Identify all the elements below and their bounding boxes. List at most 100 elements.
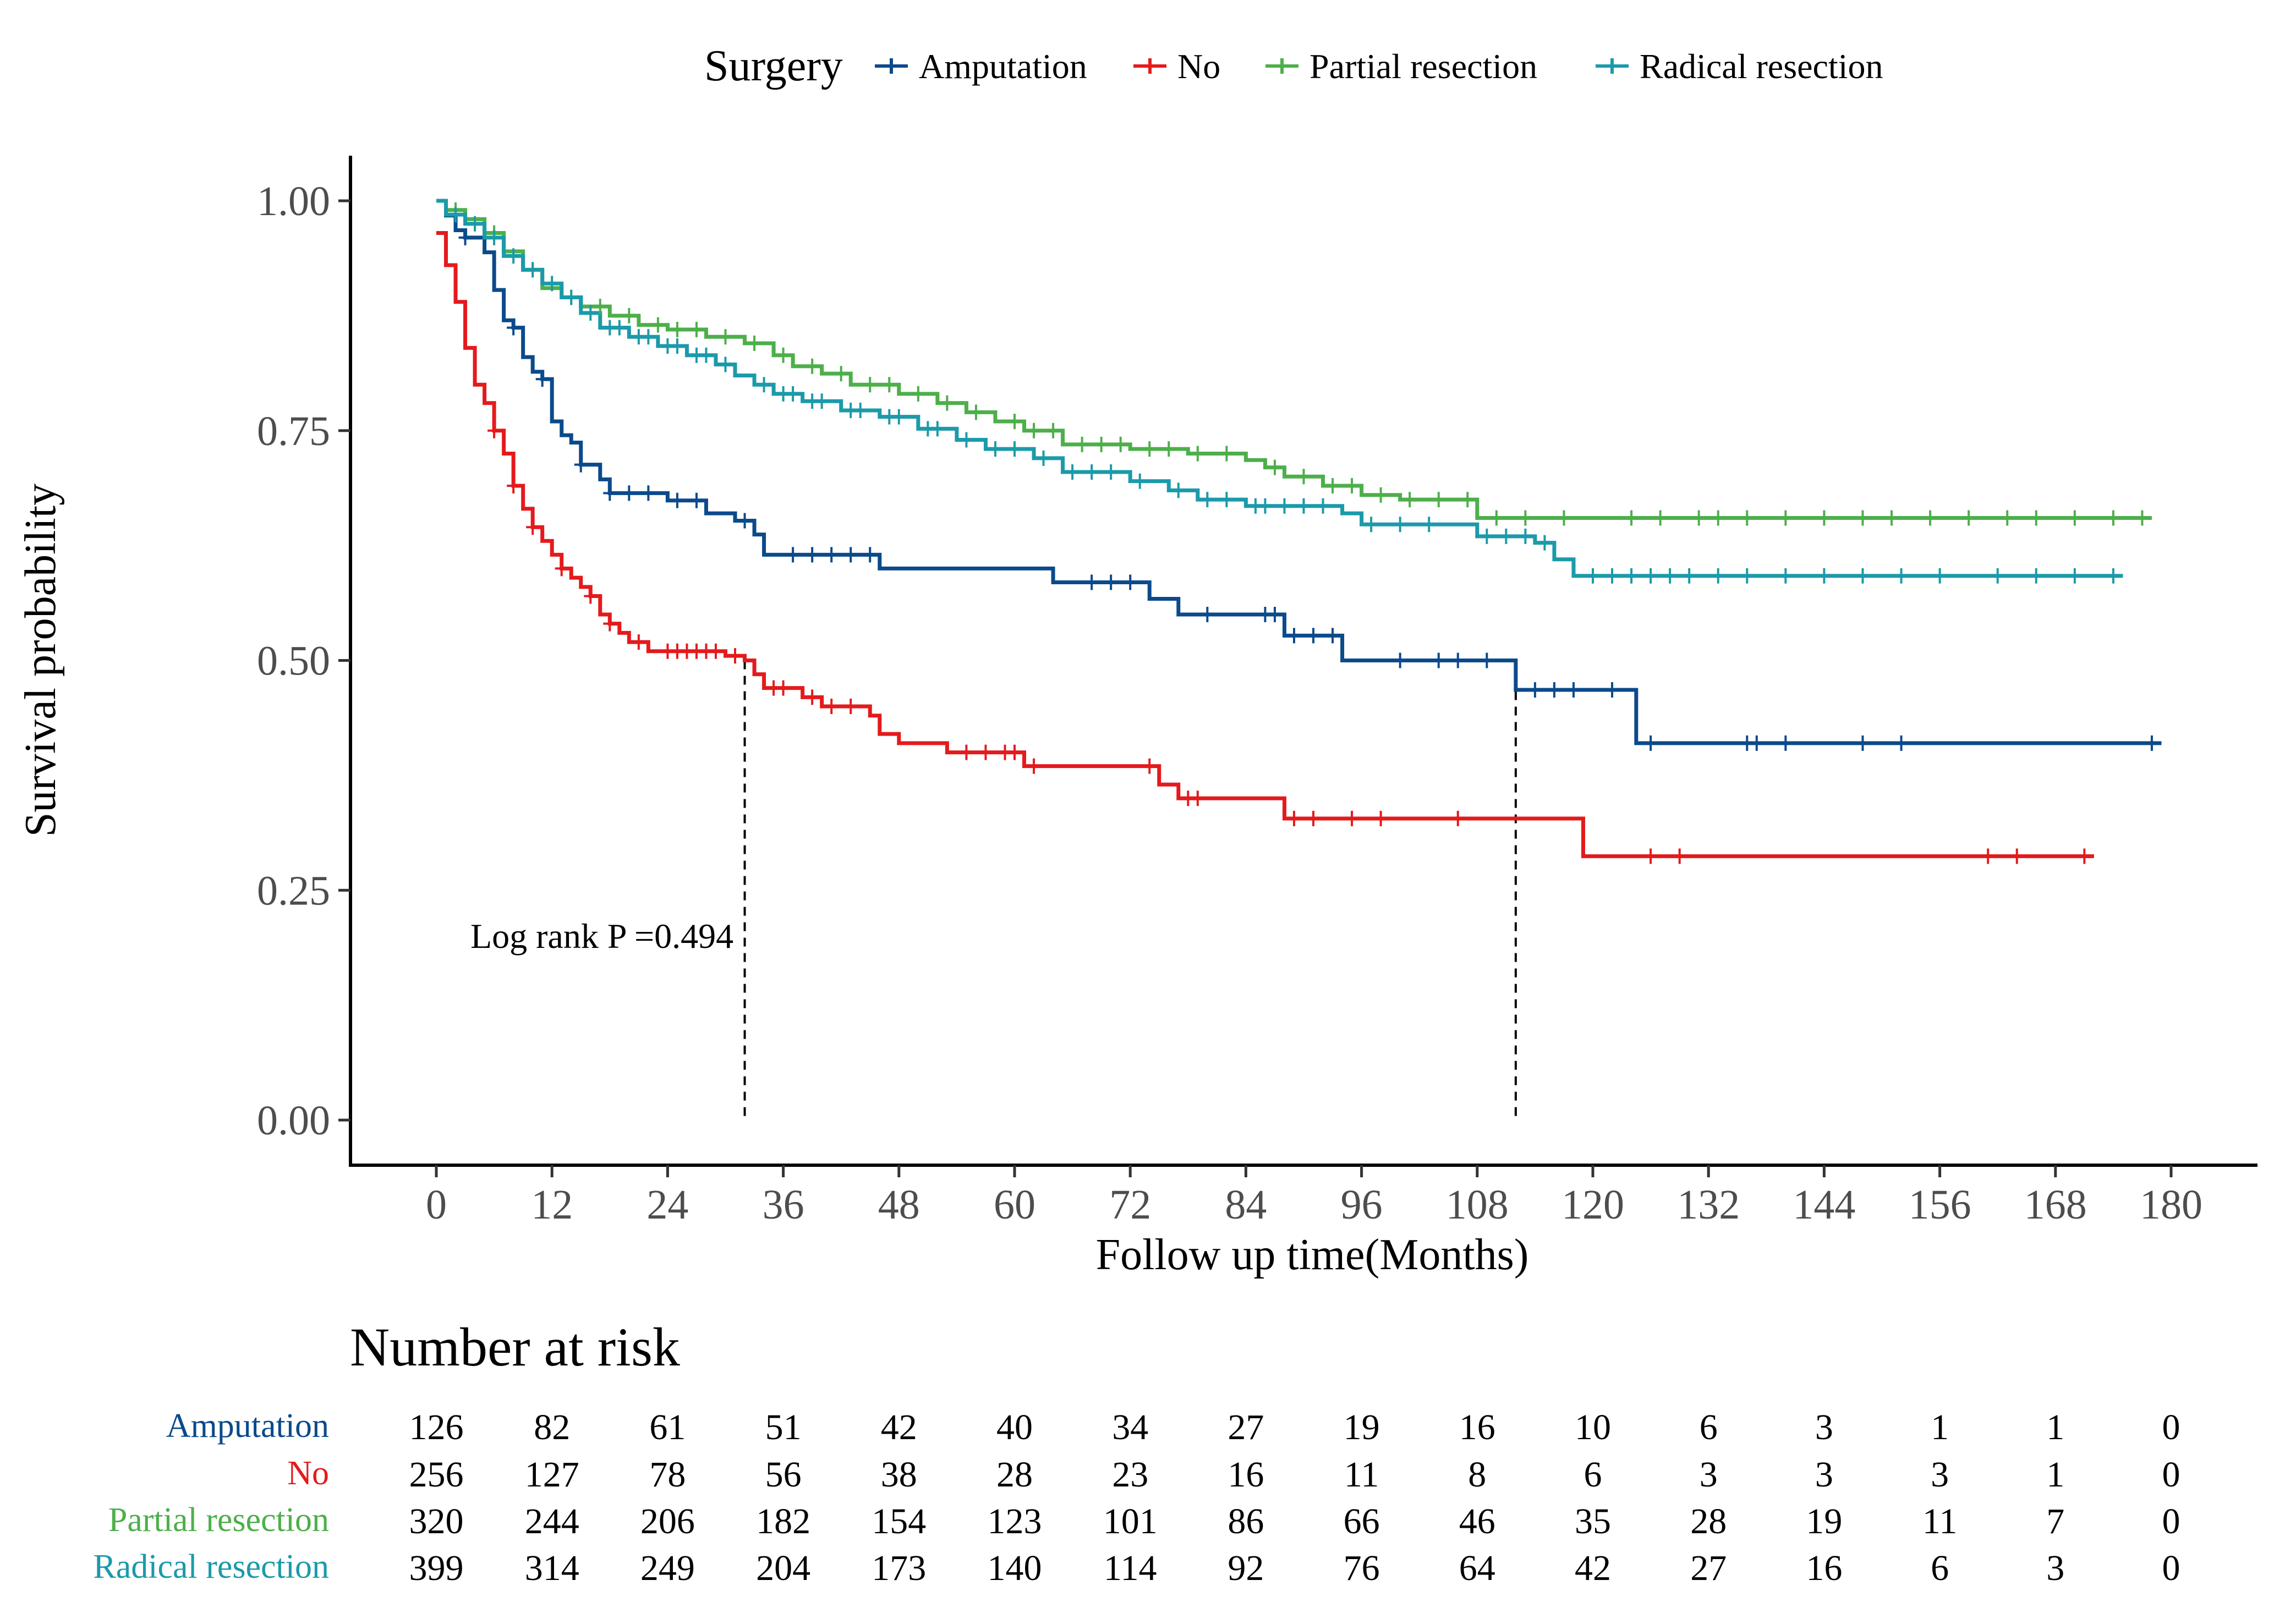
risk-value-amputation-180: 0 — [2162, 1407, 2180, 1447]
risk-value-no-108: 8 — [1468, 1455, 1486, 1495]
censor-radical-resection-56 — [1683, 568, 1696, 584]
censor-no-18 — [844, 699, 858, 715]
x-tick-label-36: 36 — [763, 1182, 804, 1228]
censor-no-26 — [1191, 791, 1204, 806]
censor-partial-resection-47 — [1856, 510, 1870, 526]
risk-value-partial-resection-180: 0 — [2162, 1501, 2180, 1541]
censor-partial-resection-35 — [1432, 492, 1445, 508]
censor-amputation-38 — [2145, 735, 2158, 751]
risk-value-partial-resection-12: 244 — [525, 1501, 579, 1541]
risk-value-no-156: 3 — [1931, 1455, 1949, 1495]
censor-partial-resection-52 — [2029, 510, 2043, 526]
censor-partial-resection-30 — [1297, 469, 1311, 485]
censor-radical-resection-11 — [642, 329, 655, 345]
y-tick-label-4: 1.00 — [257, 178, 330, 224]
censor-radical-resection-61 — [1856, 568, 1870, 584]
censor-partial-resection-46 — [1817, 510, 1831, 526]
censor-partial-resection-49 — [1924, 510, 1937, 526]
censor-no-33 — [1673, 848, 1686, 864]
censor-partial-resection-29 — [1268, 459, 1281, 475]
risk-value-radical-resection-144: 16 — [1806, 1548, 1842, 1588]
risk-value-amputation-36: 51 — [765, 1407, 802, 1447]
censor-radical-resection-38 — [1220, 492, 1234, 508]
censor-partial-resection-33 — [1374, 487, 1388, 503]
risk-value-radical-resection-168: 3 — [2046, 1548, 2064, 1588]
censor-partial-resection-50 — [1962, 510, 1976, 526]
censor-radical-resection-49 — [1519, 528, 1532, 544]
censor-radical-resection-21 — [815, 393, 829, 409]
risk-value-partial-resection-96: 66 — [1344, 1501, 1380, 1541]
risk-value-radical-resection-156: 6 — [1931, 1548, 1949, 1588]
censor-partial-resection-16 — [911, 386, 925, 402]
censor-amputation-27 — [1480, 652, 1494, 668]
censor-no-12 — [709, 643, 722, 659]
censor-partial-resection-22 — [1075, 436, 1089, 452]
censor-no-23 — [1027, 758, 1041, 774]
censor-radical-resection-41 — [1278, 498, 1291, 514]
censor-radical-resection-15 — [699, 347, 713, 363]
censor-partial-resection-34 — [1403, 492, 1417, 508]
censor-radical-resection-2 — [487, 229, 501, 245]
censor-amputation-25 — [1432, 652, 1445, 668]
risk-row-label-partial-resection: Partial resection — [108, 1501, 329, 1539]
censor-no-32 — [1644, 848, 1658, 864]
risk-value-no-72: 23 — [1112, 1455, 1148, 1495]
risk-table-title: Number at risk — [350, 1316, 680, 1378]
legend-item-no: No — [1133, 47, 1220, 86]
legend-key-amputation — [875, 58, 908, 74]
censor-radical-resection-34 — [1104, 464, 1118, 480]
censor-radical-resection-30 — [1008, 441, 1021, 457]
censor-amputation-15 — [1085, 574, 1099, 590]
y-tick-label-3: 0.75 — [257, 408, 330, 454]
risk-value-radical-resection-36: 204 — [756, 1548, 810, 1588]
risk-row-label-amputation: Amputation — [166, 1407, 329, 1445]
censor-radical-resection-52 — [1606, 568, 1619, 584]
censor-partial-resection-21 — [1046, 423, 1060, 438]
y-axis-title: Survival probability — [17, 484, 65, 837]
censor-radical-resection-59 — [1779, 568, 1793, 584]
censor-amputation-0 — [458, 229, 472, 245]
censor-no-6 — [632, 634, 645, 650]
risk-value-radical-resection-132: 27 — [1690, 1548, 1727, 1588]
risk-value-no-96: 11 — [1344, 1455, 1379, 1495]
censor-radical-resection-64 — [1991, 568, 2004, 584]
risk-value-amputation-96: 19 — [1344, 1407, 1380, 1447]
censor-partial-resection-18 — [969, 404, 983, 420]
risk-value-partial-resection-156: 11 — [1922, 1501, 1958, 1541]
censor-radical-resection-9 — [612, 320, 626, 336]
risk-row-label-no: No — [287, 1455, 329, 1492]
censor-partial-resection-12 — [806, 358, 819, 374]
x-tick-label-120: 120 — [1561, 1182, 1624, 1228]
censor-amputation-12 — [825, 547, 839, 563]
legend-label-amputation: Amputation — [919, 47, 1087, 86]
risk-value-amputation-72: 34 — [1112, 1407, 1148, 1447]
risk-value-amputation-132: 6 — [1700, 1407, 1718, 1447]
censor-amputation-17 — [1124, 574, 1137, 590]
risk-value-amputation-120: 10 — [1575, 1407, 1611, 1447]
censor-radical-resection-32 — [1066, 464, 1080, 480]
censor-no-13 — [728, 648, 742, 664]
censor-no-16 — [806, 689, 819, 705]
legend-key-no — [1133, 58, 1166, 74]
risk-value-partial-resection-36: 182 — [756, 1501, 810, 1541]
censor-partial-resection-51 — [2001, 510, 2014, 526]
censor-partial-resection-48 — [1885, 510, 1899, 526]
censor-radical-resection-25 — [892, 409, 906, 425]
risk-value-no-60: 28 — [996, 1455, 1033, 1495]
legend-key-radical-resection — [1596, 58, 1629, 74]
censor-no-28 — [1307, 810, 1320, 826]
censor-partial-resection-31 — [1326, 478, 1340, 494]
risk-value-amputation-84: 27 — [1228, 1407, 1264, 1447]
risk-value-radical-resection-48: 173 — [872, 1548, 926, 1588]
censor-partial-resection-20 — [1027, 423, 1041, 438]
censor-no-36 — [2078, 848, 2091, 864]
censor-radical-resection-45 — [1393, 517, 1407, 533]
x-tick-label-132: 132 — [1677, 1182, 1740, 1228]
censor-no-24 — [1143, 758, 1157, 774]
risk-value-amputation-12: 82 — [534, 1407, 570, 1447]
censor-radical-resection-28 — [960, 432, 973, 448]
censor-partial-resection-15 — [883, 377, 896, 393]
censor-partial-resection-11 — [776, 347, 790, 363]
censor-no-3 — [555, 561, 568, 577]
